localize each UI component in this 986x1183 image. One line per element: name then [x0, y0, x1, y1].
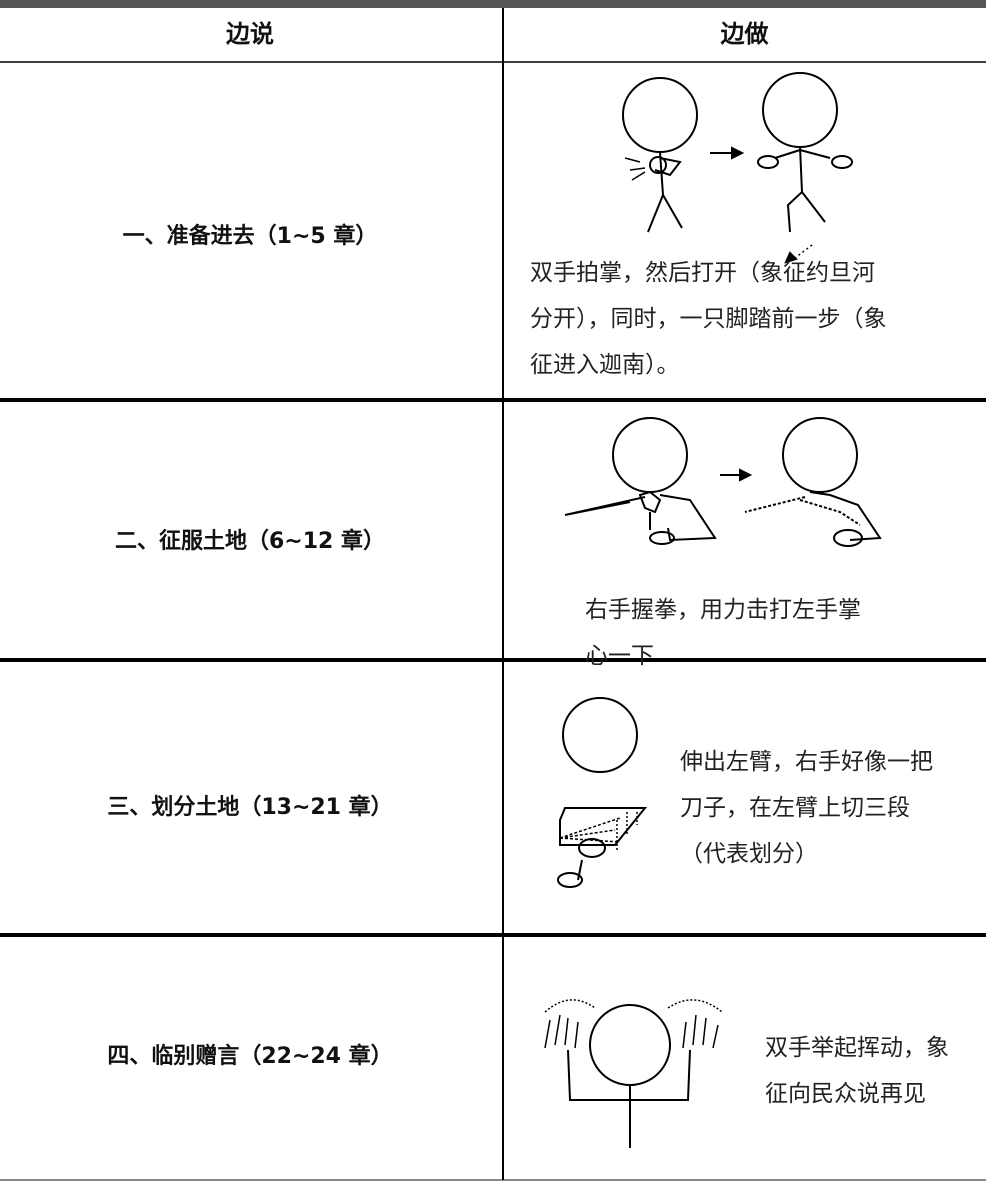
row-desc: 伸出左臂，右手好像一把 刀子，在左臂上切三段 （代表划分）	[680, 739, 933, 877]
row-label: 二、征服土地（6~12 章）	[114, 529, 386, 554]
row-label: 一、准备进去（1~5 章）	[122, 224, 378, 249]
header-cell: 边说	[226, 20, 274, 48]
desc-line: 征进入迦南）。	[530, 352, 680, 378]
row-desc: 右手握拳，用力击打左手掌 心一下	[585, 587, 861, 679]
row-label: 四、临别赠言（22~24 章）	[107, 1044, 393, 1069]
desc-line: 右手握拳，用力击打左手掌	[585, 597, 861, 623]
illustration-clap	[622, 72, 853, 264]
desc-line: （代表划分）	[680, 841, 818, 867]
desc-line: 伸出左臂，右手好像一把	[680, 749, 933, 775]
header-cell: 边做	[720, 20, 769, 48]
desc-line: 双手举起挥动，象	[765, 1035, 949, 1061]
illustration-divide	[557, 697, 648, 888]
desc-line: 双手拍掌，然后打开（象征约旦河	[530, 260, 875, 286]
illustration-wave	[544, 999, 723, 1148]
desc-line: 刀子，在左臂上切三段	[680, 795, 910, 821]
row-label: 三、划分土地（13~21 章）	[107, 795, 393, 820]
illustration-strike	[564, 417, 882, 547]
row-desc: 双手拍掌，然后打开（象征约旦河 分开），同时，一只脚踏前一步（象 征进入迦南）。	[530, 250, 887, 388]
desc-line: 征向民众说再见	[765, 1081, 926, 1107]
desc-line: 分开），同时，一只脚踏前一步（象	[530, 306, 887, 332]
desc-line: 心一下	[585, 643, 654, 669]
row-desc: 双手举起挥动，象 征向民众说再见	[765, 1025, 949, 1117]
